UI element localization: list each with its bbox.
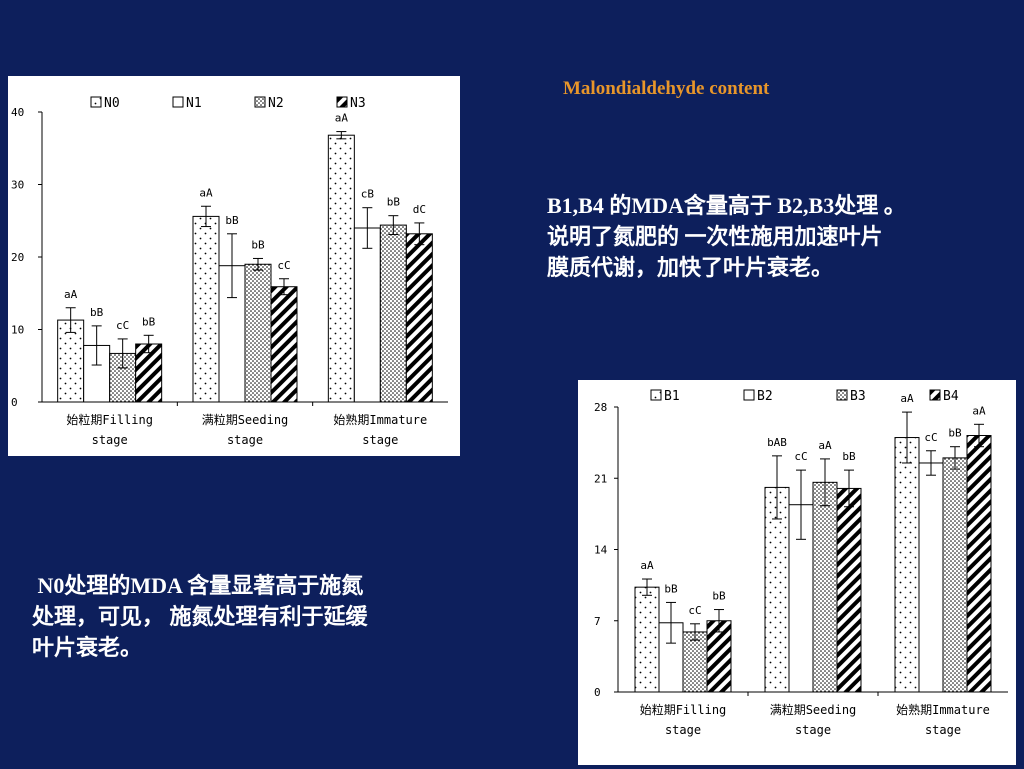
significance-label: aA: [818, 439, 832, 452]
bar-b1: [634, 586, 660, 693]
note-right-line-3: 膜质代谢，加快了叶片衰老。: [547, 255, 834, 280]
significance-label: aA: [900, 392, 914, 405]
y-tick-label: 0: [11, 396, 18, 409]
bar-n2: [379, 224, 407, 403]
significance-label: aA: [972, 404, 986, 417]
y-tick-label: 14: [594, 544, 608, 557]
y-tick-label: 30: [11, 179, 24, 192]
significance-label: cB: [361, 188, 375, 201]
bar-n0: [192, 215, 220, 403]
category-label: 满粒期Seeding: [202, 412, 289, 427]
legend-swatch-n3: [336, 96, 348, 108]
bar-b4: [706, 620, 732, 693]
significance-label: bB: [251, 238, 265, 251]
significance-label: bB: [142, 315, 156, 328]
significance-label: cC: [794, 450, 807, 463]
category-label: stage: [227, 433, 263, 447]
significance-label: cC: [924, 431, 937, 444]
category-label: 始熟期Immature: [333, 412, 427, 427]
slide-title: Malondialdehyde content: [563, 78, 770, 99]
note-right: B1,B4 的MDA含量高于 B2,B3处理 。 说明了氮肥的 一次性施用加速叶…: [547, 190, 1007, 283]
bar-b2: [918, 462, 944, 693]
bar-n0: [327, 134, 355, 403]
bar-b3: [812, 481, 838, 693]
legend-label: B2: [757, 389, 773, 404]
note-right-line-2: 说明了氮肥的 一次性施用加速叶片: [547, 224, 883, 249]
significance-label: bB: [948, 427, 962, 440]
legend-swatch-n1: [172, 96, 184, 108]
category-label: 满粒期Seeding: [770, 702, 857, 717]
bar-b1: [894, 437, 920, 693]
significance-label: cC: [688, 604, 701, 617]
y-tick-label: 40: [11, 106, 24, 119]
y-tick-label: 0: [594, 686, 601, 699]
category-label: 始粒期Filling: [66, 412, 153, 427]
chart-application-svg: 0 7 14 21 28 始粒期Filling stage aA bB cC bB 满粒期Seedin…: [594, 389, 1008, 737]
significance-label: bAB: [767, 436, 787, 449]
y-tick-label: 21: [594, 472, 607, 485]
significance-label: aA: [640, 559, 654, 572]
legend-swatch-b2: [743, 389, 755, 401]
note-left: N0处理的MDA 含量显著高于施氮 处理，可见， 施氮处理有利于延缓 叶片衰老。: [32, 570, 482, 663]
category-label: 始熟期Immature: [896, 702, 990, 717]
significance-label: aA: [335, 112, 349, 125]
note-left-line-3: 叶片衰老。: [32, 635, 143, 660]
category-label: stage: [795, 723, 831, 737]
note-left-line-2: 处理，可见， 施氮处理有利于延缓: [32, 604, 368, 629]
chart-nitrogen-mda: 0 10 20 30 40 始粒期Filling stage aA bB cC bB 满粒期Seedi…: [8, 76, 460, 456]
bar-b3: [682, 631, 708, 693]
legend-label: N2: [268, 96, 284, 111]
significance-label: cC: [116, 319, 129, 332]
significance-label: cC: [277, 259, 290, 272]
bar-b1: [764, 486, 790, 693]
legend-label: B4: [943, 389, 959, 404]
bar-n1: [353, 227, 381, 403]
bar-n3: [270, 286, 298, 403]
y-tick-label: 7: [594, 615, 601, 628]
chart-nitrogen-svg: 0 10 20 30 40 始粒期Filling stage aA bB cC bB 满粒期Seedi…: [11, 96, 448, 447]
legend-swatch-b1: [650, 389, 662, 401]
category-label: stage: [92, 433, 128, 447]
bar-b4: [836, 487, 862, 693]
legend-swatch-b4: [929, 389, 941, 401]
significance-label: bB: [225, 214, 239, 227]
significance-label: bB: [387, 196, 401, 209]
bar-b3: [942, 457, 968, 693]
legend-label: B1: [664, 389, 680, 404]
y-tick-label: 10: [11, 324, 24, 337]
significance-label: aA: [199, 186, 213, 199]
y-tick-label: 20: [11, 251, 24, 264]
chart-application-mda: 0 7 14 21 28 始粒期Filling stage aA bB cC bB 满粒期Seedin…: [578, 380, 1016, 765]
legend-swatch-b3: [836, 389, 848, 401]
legend-label: N1: [186, 96, 202, 111]
legend-swatch-n2: [254, 96, 266, 108]
significance-label: dC: [413, 203, 426, 216]
note-right-line-1: B1,B4 的MDA含量高于 B2,B3处理 。: [547, 193, 906, 218]
note-left-line-1: N0处理的MDA 含量显著高于施氮: [32, 573, 364, 598]
bar-n2: [244, 263, 272, 403]
bar-n3: [405, 233, 433, 403]
legend-swatch-n0: [90, 96, 102, 108]
significance-label: bB: [664, 582, 678, 595]
legend-label: N0: [104, 96, 120, 111]
legend-label: N3: [350, 96, 366, 111]
significance-label: bB: [712, 590, 726, 603]
category-label: stage: [925, 723, 961, 737]
significance-label: bB: [842, 450, 856, 463]
bar-b4: [966, 435, 992, 693]
significance-label: aA: [64, 288, 78, 301]
significance-label: bB: [90, 306, 104, 319]
y-tick-label: 28: [594, 401, 607, 414]
legend-label: B3: [850, 389, 866, 404]
category-label: stage: [665, 723, 701, 737]
category-label: stage: [362, 433, 398, 447]
category-label: 始粒期Filling: [640, 702, 727, 717]
